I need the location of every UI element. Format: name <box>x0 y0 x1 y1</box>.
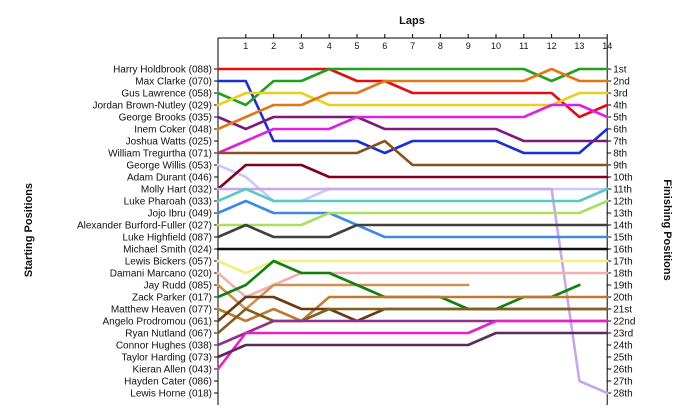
series-line-6 <box>216 67 609 131</box>
starting-position-label: Damani Marcano (020) <box>110 269 212 280</box>
series-line-2 <box>216 79 609 155</box>
series-line-14 <box>216 199 609 227</box>
series-line-21 <box>216 295 609 323</box>
finishing-position-label: 8th <box>613 149 627 160</box>
finishing-position-label: 7th <box>613 137 627 148</box>
starting-position-label: Max Clarke (070) <box>135 77 212 88</box>
finishing-position-label: 9th <box>613 161 627 172</box>
series-line-12 <box>216 187 609 203</box>
lap-tick-label: 13 <box>574 41 584 51</box>
starting-position-label: Matthew Heaven (077) <box>111 305 212 316</box>
series-line-13 <box>216 199 609 239</box>
lap-tick-label: 5 <box>354 41 359 51</box>
starting-position-label: Ryan Nutland (067) <box>125 329 212 340</box>
finishing-position-label: 17th <box>613 257 632 268</box>
finishing-position-label: 1st <box>613 65 627 76</box>
starting-position-label: Molly Hart (032) <box>141 185 212 196</box>
lap-tick-label: 1 <box>243 41 248 51</box>
series-line-10 <box>216 163 609 191</box>
series-line-15 <box>216 223 609 239</box>
starting-position-label: Zack Parker (017) <box>132 293 212 304</box>
series-lines <box>216 67 609 395</box>
lap-tick-labels: 1 2 3 4 5 6 7 8 9 10 11 12 13 14 <box>243 41 612 51</box>
series-line-4 <box>216 91 609 107</box>
finishing-position-label: 15th <box>613 233 632 244</box>
finishing-position-label: 20th <box>613 293 632 304</box>
finishing-position-label: 4th <box>613 101 627 112</box>
starting-position-label: Jojo Ibru (049) <box>148 209 212 220</box>
lap-tick-label: 10 <box>491 41 501 51</box>
series-line-8 <box>216 139 609 167</box>
lap-tick-label: 11 <box>519 41 528 51</box>
starting-position-label: Jordan Brown-Nutley (029) <box>93 101 213 112</box>
finishing-position-label: 5th <box>613 113 627 124</box>
lap-tick-label: 9 <box>466 41 471 51</box>
finishing-position-label: 2nd <box>613 77 630 88</box>
finishing-position-label: 24th <box>613 341 632 352</box>
starting-position-label: Angelo Prodromou (061) <box>102 317 212 328</box>
finishing-position-label: 10th <box>613 173 632 184</box>
finishing-position-labels: 1st2nd3rd4th5th6th7th8th9th10th11th12th1… <box>613 65 635 400</box>
finishing-position-label: 26th <box>613 365 632 376</box>
series-line-11 <box>216 187 609 395</box>
plot-frame <box>214 34 612 405</box>
right-axis-title: Finishing Positions <box>661 179 673 280</box>
starting-position-labels: Harry Holdbrook (088)Max Clarke (070)Gus… <box>77 65 212 400</box>
lap-tick-label: 7 <box>410 41 415 51</box>
lap-tick-label: 3 <box>299 41 304 51</box>
finishing-position-label: 12th <box>613 197 632 208</box>
finishing-position-label: 14th <box>613 221 632 232</box>
series-line-7 <box>216 103 609 155</box>
starting-position-label: Kieran Allen (043) <box>133 365 213 376</box>
starting-position-label: William Tregurtha (071) <box>108 149 212 160</box>
finishing-position-label: 3rd <box>613 89 627 100</box>
lap-tick-label: 6 <box>382 41 387 51</box>
series-line-25 <box>216 319 609 371</box>
starting-position-label: Lewis Horne (018) <box>130 389 212 400</box>
finishing-position-label: 27th <box>613 377 632 388</box>
finishing-position-label: 22nd <box>613 317 635 328</box>
series-line-26 <box>216 331 609 359</box>
starting-position-label: Adam Durant (046) <box>127 173 212 184</box>
lap-tick-label: 4 <box>327 41 332 51</box>
series-line-17 <box>216 259 609 275</box>
starting-position-label: Jay Rudd (085) <box>144 281 212 292</box>
starting-position-label: Connor Hughes (038) <box>116 341 212 352</box>
lap-tick-label: 14 <box>602 41 612 51</box>
series-line-5 <box>216 115 609 143</box>
starting-position-label: Luke Pharoah (033) <box>124 197 212 208</box>
starting-position-label: Alexander Burford-Fuller (027) <box>77 221 212 232</box>
series-line-18 <box>216 271 609 299</box>
finishing-position-label: 18th <box>613 269 632 280</box>
lap-tick-label: 12 <box>547 41 557 51</box>
starting-position-label: George Willis (053) <box>126 161 212 172</box>
starting-position-label: Luke Highfield (087) <box>123 233 213 244</box>
finishing-position-label: 16th <box>613 245 632 256</box>
starting-position-label: Lewis Bickers (057) <box>125 257 212 268</box>
starting-position-label: Inem Coker (048) <box>134 125 212 136</box>
finishing-position-label: 21st <box>613 305 632 316</box>
series-line-9 <box>216 163 609 203</box>
lap-tick-label: 2 <box>271 41 276 51</box>
finishing-position-label: 11th <box>613 185 632 196</box>
starting-position-label: George Brooks (035) <box>119 113 212 124</box>
lap-tick-label: 8 <box>438 41 443 51</box>
starting-position-label: Hayden Cater (086) <box>124 377 212 388</box>
starting-position-label: Joshua Watts (025) <box>126 137 212 148</box>
finishing-position-label: 13th <box>613 209 632 220</box>
finishing-position-label: 6th <box>613 125 627 136</box>
series-line-1 <box>216 67 609 119</box>
finishing-position-label: 19th <box>613 281 632 292</box>
finishing-position-label: 28th <box>613 389 632 400</box>
finishing-position-label: 25th <box>613 353 632 364</box>
starting-position-label: Gus Lawrence (058) <box>121 89 212 100</box>
starting-position-label: Michael Smith (024) <box>123 245 212 256</box>
chart-title: Laps <box>399 15 425 27</box>
finishing-position-label: 23rd <box>613 329 633 340</box>
starting-position-label: Taylor Harding (073) <box>121 353 212 364</box>
series-line-3 <box>216 67 609 107</box>
left-axis-title: Starting Positions <box>23 183 35 277</box>
starting-position-label: Harry Holdbrook (088) <box>113 65 212 76</box>
